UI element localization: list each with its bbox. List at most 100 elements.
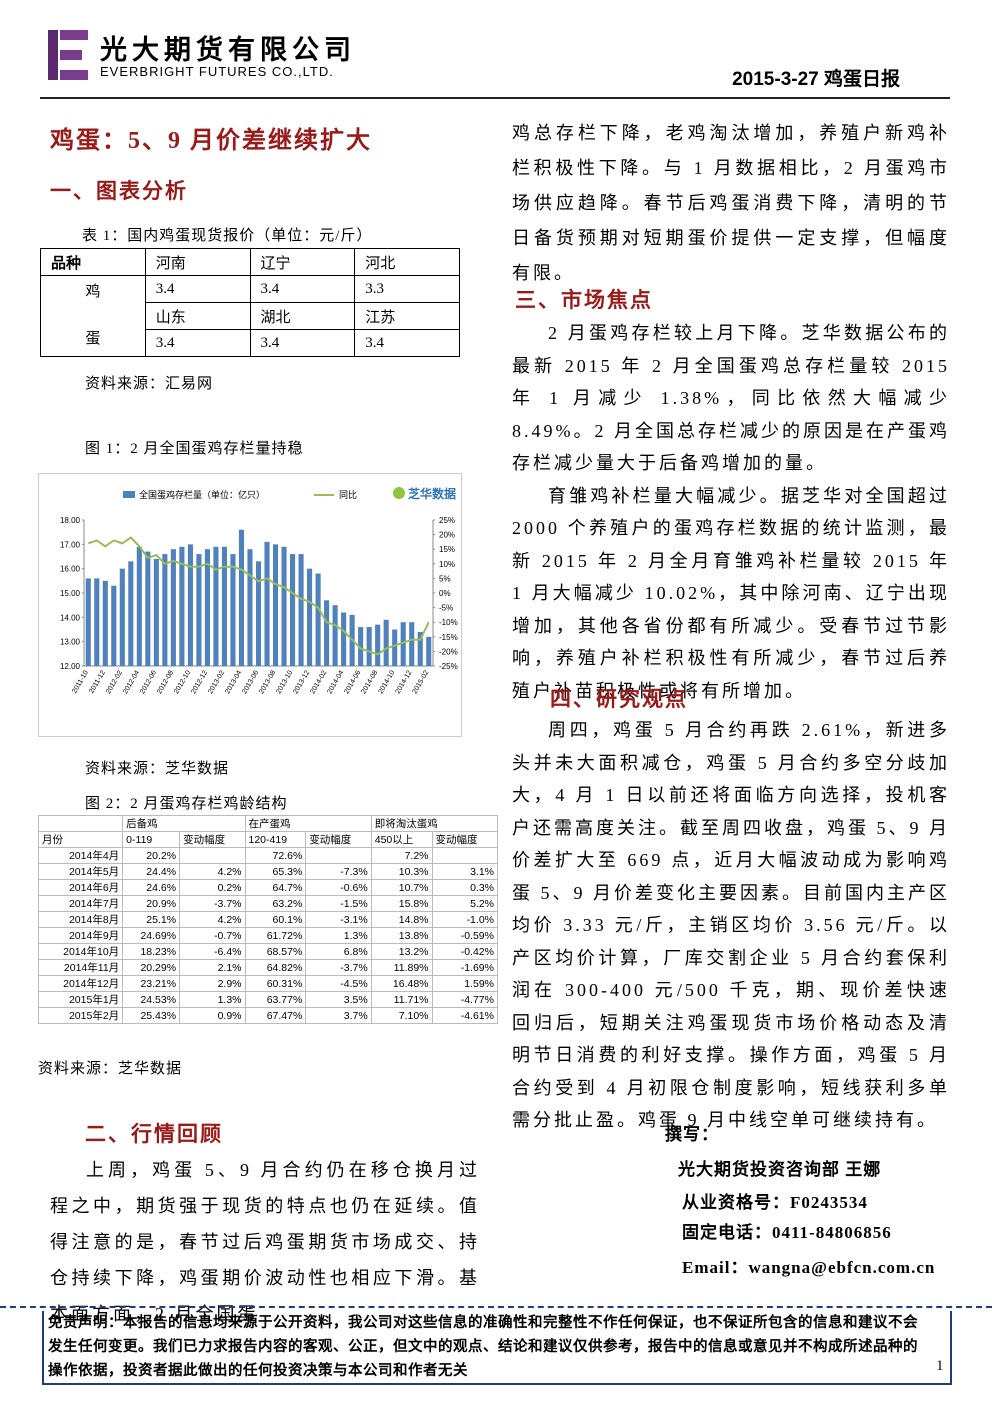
cell: 2014年11月 — [37, 959, 124, 976]
bar — [196, 554, 202, 666]
cell: 2014年9月 — [37, 927, 124, 944]
cell: 在产蛋鸡 — [244, 815, 372, 832]
cell: 1.3% — [179, 991, 246, 1008]
cell: 10.7% — [370, 879, 433, 896]
bar — [307, 568, 313, 666]
source: 资料来源：汇易网 — [85, 376, 214, 392]
line — [87, 536, 430, 656]
bar — [341, 612, 347, 666]
source: 资料来源：芝华数据 — [38, 1061, 183, 1077]
bar — [409, 622, 415, 666]
cell: 20.29% — [122, 959, 181, 976]
bar — [213, 546, 219, 666]
cell: -4.77% — [431, 991, 499, 1008]
section-heading: 二、行情回顾 — [85, 1122, 223, 1146]
cell: 月份 — [37, 831, 124, 848]
cell: 65.3% — [244, 863, 307, 880]
cell: 64.7% — [244, 879, 307, 896]
cell: 0-119 — [122, 831, 181, 848]
row: 2014年6月 24.6% 0.2% 64.7% -0.6% 10.7% 0.3% — [37, 879, 499, 896]
cell: 10.3% — [370, 863, 433, 880]
paragraph: 鸡总存栏下降，老鸡淘汰增加，养殖户新鸡补栏积极性下降。与 1 月数据相比，2 月… — [512, 116, 950, 291]
cell: -0.6% — [305, 879, 372, 896]
text: 上周，鸡蛋 5、9 月合约仍在移仓换月过程之中，期货强于现货的特点也仍在延续。值… — [50, 1160, 480, 1324]
row: 2014年4月 20.2% 72.6% 7.2% — [37, 847, 499, 864]
cell: 72.6% — [244, 847, 307, 864]
text: 鸡总存栏下降，老鸡淘汰增加，养殖户新鸡补栏积极性下降。与 1 月数据相比，2 月… — [512, 123, 950, 283]
y-tick-label: 14.00 — [60, 613, 81, 622]
company-cn: 光大期货有限公司 — [100, 35, 356, 66]
cell: 13.8% — [370, 927, 433, 944]
cell: 3.5% — [305, 991, 372, 1008]
bar — [332, 605, 338, 666]
cell: 63.77% — [244, 991, 307, 1008]
y-tick-label: 12.00 — [60, 662, 81, 671]
paragraph: 周四，鸡蛋 5 月合约再跌 2.61%，新进多头并未大面积减仓，鸡蛋 5 月合约… — [512, 714, 950, 1137]
bar — [111, 585, 117, 666]
cell: 60.31% — [244, 975, 307, 992]
cell — [431, 847, 499, 864]
cell: 0.2% — [179, 879, 246, 896]
cell: 河南 — [144, 248, 251, 276]
side-label: 鸡 — [85, 284, 101, 300]
cell: 0.9% — [179, 1007, 246, 1024]
y-tick-label: 18.00 — [60, 516, 81, 525]
cell: 63.2% — [244, 895, 307, 912]
header-rule — [40, 97, 950, 99]
caption: 表 1：国内鸡蛋现货报价（单位：元/斤） — [82, 228, 373, 244]
caption: 图 1：2 月全国蛋鸡存栏量持稳 — [85, 441, 304, 457]
cell: -1.0% — [431, 911, 499, 928]
author-label: 撰写： — [665, 1125, 719, 1144]
bar — [324, 600, 330, 666]
caption: 图 2：2 月蛋鸡存栏鸡龄结构 — [85, 796, 288, 812]
bar — [392, 629, 398, 666]
cell: 2014年4月 — [37, 847, 124, 864]
cell: 2015年1月 — [37, 991, 124, 1008]
cell: 20.9% — [122, 895, 181, 912]
cell: 7.10% — [370, 1007, 433, 1024]
cell: 61.72% — [244, 927, 307, 944]
cell: 2014年6月 — [37, 879, 124, 896]
cell: 67.47% — [244, 1007, 307, 1024]
cell: -0.7% — [179, 927, 246, 944]
cell: 变动幅度 — [305, 831, 372, 848]
cell: 450以上 — [370, 831, 433, 848]
footer-rule — [0, 1306, 992, 1308]
page-number: 1 — [936, 1358, 944, 1374]
bar — [417, 631, 423, 666]
cell: -7.3% — [305, 863, 372, 880]
cell: 2014年12月 — [37, 975, 124, 992]
logo-mark — [393, 487, 405, 499]
cell: 24.4% — [122, 863, 181, 880]
bar — [298, 554, 304, 666]
cell: 13.2% — [370, 943, 433, 960]
legend-label: 同比 — [339, 489, 357, 500]
row: 2014年5月 24.4% 4.2% 65.3% -7.3% 10.3% 3.1% — [37, 863, 499, 880]
bar — [358, 627, 364, 666]
bar — [264, 541, 270, 666]
cell: 变动幅度 — [431, 831, 499, 848]
author-license: 从业资格号：F0243534 — [682, 1193, 868, 1212]
bar — [366, 627, 372, 666]
y-tick-label: 16.00 — [60, 565, 81, 574]
side-label: 蛋 — [85, 331, 101, 347]
cell: 1.59% — [431, 975, 499, 992]
bar — [94, 578, 100, 666]
bar — [238, 529, 245, 666]
cell: 120-419 — [244, 831, 307, 848]
cell: 3.4 — [144, 275, 251, 303]
y-tick-label: 15.00 — [60, 589, 81, 598]
bar — [85, 578, 91, 666]
cell: 25.1% — [122, 911, 181, 928]
bar — [153, 558, 159, 666]
cell: 1.3% — [305, 927, 372, 944]
cell: -3.7% — [305, 959, 372, 976]
cell: 湖北 — [249, 302, 356, 330]
y2-tick-label: 10% — [439, 560, 455, 569]
row: 2014年10月 18.23% -6.4% 68.57% 6.8% 13.2% -0.42% — [37, 943, 499, 960]
y-tick-label: 17.00 — [60, 540, 81, 549]
row: 2014年8月 25.1% 4.2% 60.1% -3.1% 14.8% -1.0% — [37, 911, 499, 928]
cell: 2.1% — [179, 959, 246, 976]
row: 2014年7月 20.9% -3.7% 63.2% -1.5% 15.8% 5.2% — [37, 895, 499, 912]
cell — [37, 815, 124, 832]
